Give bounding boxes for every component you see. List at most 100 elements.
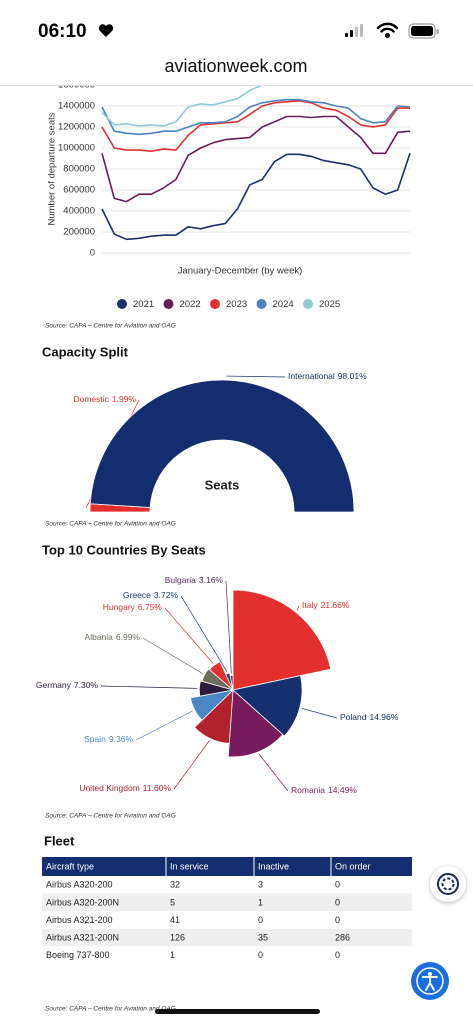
page-content: 2021 2022 2023 2024 2025 Source: CAPA – Centr…	[36, 299, 412, 1013]
section-title: Capacity Split	[42, 344, 129, 359]
y-tick-label: 1400000	[58, 101, 95, 112]
slice	[89, 379, 355, 513]
legend-label[interactable]: 2023	[226, 299, 247, 310]
slice-value: 1.99%	[112, 394, 137, 404]
leader-line	[135, 710, 194, 741]
table-cell: 35	[258, 932, 268, 942]
table-row-bg	[42, 946, 412, 964]
slice-value: 6.99%	[116, 632, 141, 642]
y-tick-label: 800000	[63, 164, 95, 175]
table-row-bg	[42, 911, 412, 929]
y-axis-label: Number of departure seats	[47, 112, 58, 225]
slice-category: International	[288, 371, 335, 381]
y-tick-label: 1000000	[58, 143, 95, 154]
x-axis-label: January-December (by week)	[178, 266, 303, 277]
table-row-bg	[42, 893, 412, 912]
legend-marker[interactable]	[256, 299, 267, 309]
slice-value: 3.16%	[199, 575, 224, 585]
slice-category: Italy	[302, 600, 318, 610]
table-cell: Airbus A321-200	[46, 915, 113, 925]
share-button[interactable]	[430, 866, 466, 902]
slice-label: Hungary 6.75%	[103, 602, 163, 612]
table-cell: Boeing 737-800	[46, 950, 110, 960]
slice-category: United Kingdom	[79, 783, 139, 793]
table-cell: 0	[335, 880, 340, 890]
battery-icon	[408, 23, 439, 39]
leader-line	[164, 607, 214, 664]
y-tick-label: 400000	[63, 206, 95, 217]
legend-marker[interactable]	[117, 299, 127, 309]
series-line	[101, 86, 262, 127]
table-cell: Airbus A320-200	[46, 880, 113, 890]
slice-label: United Kingdom 11.60%	[79, 783, 171, 793]
table-cell: 1	[170, 950, 175, 960]
slice-category: Greece	[123, 590, 151, 600]
section-title: Top 10 Countries By Seats	[42, 542, 206, 557]
slice	[208, 661, 234, 691]
legend-marker[interactable]	[163, 299, 174, 309]
legend-label[interactable]: 2024	[273, 299, 294, 310]
slice	[229, 675, 234, 691]
slice	[190, 689, 235, 721]
table-cell: 1	[258, 897, 263, 907]
slice	[227, 689, 284, 758]
table-cell: 32	[170, 880, 180, 890]
leader-line	[225, 580, 232, 674]
source-note: Source: CAPA – Centre for Aviation and O…	[45, 1006, 176, 1013]
center-label: Seats	[205, 477, 240, 492]
leader-line	[142, 637, 204, 675]
status-time: 06:10	[38, 21, 87, 42]
leader-line	[226, 375, 286, 378]
slice-value: 7.30%	[74, 680, 99, 690]
slice-category: Hungary	[103, 602, 136, 612]
slice-value: 3.72%	[154, 590, 179, 600]
y-tick-label: 200000	[63, 227, 95, 238]
slice-label: Poland 14.96%	[340, 712, 399, 722]
line-chart: 0 200000 400000 600000 800000 1000000 1200000 1…	[47, 86, 411, 277]
table-header-cell: In service	[170, 861, 209, 871]
slice-label: Romania 14.49%	[291, 785, 357, 795]
url[interactable]: aviationweek.com	[164, 56, 307, 76]
slice-label: Domestic 1.99%	[73, 394, 136, 404]
leader-line	[258, 753, 289, 792]
slice-label: Spain 9.36%	[84, 734, 133, 744]
table-header-bg	[42, 857, 412, 876]
slice-category: Germany	[36, 680, 72, 690]
legend-marker[interactable]	[210, 299, 220, 309]
table-cell: 5	[170, 897, 175, 907]
slice	[225, 672, 234, 691]
leader-line	[180, 595, 228, 672]
legend-label[interactable]: 2021	[133, 299, 154, 310]
slice	[201, 668, 234, 691]
table-cell: 3	[258, 880, 263, 890]
table-header-cell: Aircraft type	[46, 861, 94, 871]
series-line	[101, 100, 410, 152]
y-tick-label: 1200000	[58, 122, 95, 133]
table-cell: 0	[335, 915, 340, 925]
slice	[198, 680, 234, 697]
table-header-cell: On order	[335, 861, 371, 871]
slice-label: Albania 6.99%	[85, 632, 141, 642]
table-row-bg	[42, 928, 412, 947]
legend-label[interactable]: 2025	[319, 299, 340, 310]
table-cell: 126	[170, 932, 185, 942]
table-cell: 0	[335, 950, 340, 960]
table-cell: 0	[258, 915, 263, 925]
header-bg	[0, 0, 473, 85]
table-row-bg	[42, 876, 412, 894]
accessibility-button[interactable]	[411, 962, 449, 1000]
slice-value: 14.96%	[369, 712, 398, 722]
wifi-icon	[376, 22, 399, 39]
table-cell: 0	[335, 897, 340, 907]
source-note: Source: CAPA – Centre for Aviation and O…	[45, 323, 176, 330]
slice-value: 21.66%	[321, 600, 350, 610]
slice-category: Poland	[340, 712, 367, 722]
table-header-cell: Inactive	[258, 861, 289, 871]
legend-marker[interactable]	[303, 299, 313, 309]
leader-line	[173, 740, 210, 790]
legend-label[interactable]: 2022	[180, 299, 201, 310]
y-tick-label: 600000	[63, 185, 95, 196]
series-line	[101, 153, 411, 241]
